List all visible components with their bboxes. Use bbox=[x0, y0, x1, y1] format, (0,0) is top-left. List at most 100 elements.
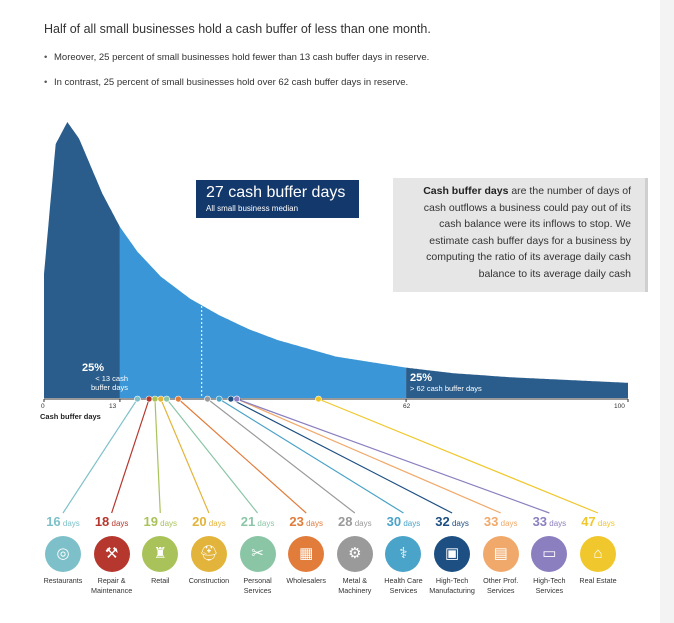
industry-days-value: 16 days bbox=[38, 514, 88, 532]
industry-days-value: 18 days bbox=[87, 514, 137, 532]
definition-text: Cash buffer days are the number of days … bbox=[393, 178, 645, 282]
industry-item: 32 days ▣ High-Tech Manufacturing bbox=[427, 514, 477, 596]
industry-days-unit: days bbox=[109, 519, 129, 528]
industry-days-value: 20 days bbox=[184, 514, 234, 532]
industry-name: Personal Services bbox=[243, 576, 272, 595]
icon-glyph: ⚒ bbox=[104, 545, 119, 562]
industry-connector-line bbox=[160, 398, 210, 514]
industry-marker-dot bbox=[233, 395, 241, 403]
low-quartile-text: < 13 cash buffer days bbox=[91, 374, 128, 392]
industry-days-unit: days bbox=[303, 519, 323, 528]
bullet-dot: • bbox=[44, 52, 48, 63]
industry-name: High-Tech Manufacturing bbox=[429, 576, 475, 595]
boxes-icon: ▦ bbox=[288, 536, 325, 572]
bullet-item: • In contrast, 25 percent of small busine… bbox=[44, 77, 408, 88]
industry-marker-dot bbox=[175, 395, 182, 403]
industry-days-number: 30 bbox=[386, 514, 402, 529]
industry-marker-dot bbox=[315, 395, 322, 403]
industry-item: 19 days ♜ Retail bbox=[135, 514, 185, 586]
industry-connector-line bbox=[218, 398, 404, 514]
industry-name: Repair & Maintenance bbox=[91, 576, 133, 595]
industry-connector-line bbox=[154, 398, 161, 514]
definition-term: Cash buffer days bbox=[423, 185, 509, 197]
toolbox-icon: ⚒ bbox=[93, 536, 130, 572]
definition-body: are the number of days of cash outflows … bbox=[423, 185, 631, 280]
industry-days-number: 23 bbox=[289, 514, 304, 529]
chip-icon: ▣ bbox=[434, 536, 471, 572]
industry-connector-line bbox=[318, 398, 599, 514]
icon-glyph: ▤ bbox=[493, 545, 508, 562]
industry-days-value: 47 days bbox=[573, 514, 623, 532]
industry-name: Wholesalers bbox=[286, 576, 326, 585]
industry-days-number: 18 bbox=[94, 514, 110, 529]
industry-item: 28 days ⚙ Metal & Machinery bbox=[330, 514, 380, 596]
low-quartile-area bbox=[44, 122, 120, 398]
x-tick-label: 0 bbox=[41, 403, 45, 410]
industry-marker-dot bbox=[163, 395, 170, 403]
industry-item: 18 days ⚒ Repair & Maintenance bbox=[87, 514, 137, 596]
industry-name: Real Estate bbox=[579, 576, 617, 585]
low-quartile-label: 25% < 13 cash buffer days bbox=[82, 362, 128, 392]
industry-days-number: 20 bbox=[192, 514, 207, 529]
middle-area bbox=[119, 226, 407, 398]
industry-days-unit: days bbox=[60, 519, 80, 528]
industry-days-unit: days bbox=[595, 519, 615, 528]
industry-item: 16 days ◎ Restaurants bbox=[38, 514, 88, 586]
median-callout: 27 cash buffer days All small business m… bbox=[196, 180, 359, 218]
industry-connector-line bbox=[230, 398, 453, 514]
industry-days-value: 32 days bbox=[427, 514, 477, 532]
industry-days-unit: days bbox=[206, 519, 226, 528]
industry-days-number: 47 bbox=[581, 514, 596, 529]
bullet-text: Moreover, 25 percent of small businesses… bbox=[54, 52, 430, 63]
industry-days-unit: days bbox=[498, 519, 518, 528]
industry-days-value: 28 days bbox=[330, 514, 380, 532]
low-quartile-percent: 25% bbox=[82, 362, 105, 374]
scissors-icon: ✂ bbox=[239, 536, 276, 572]
industry-name: Other Prof. Services bbox=[483, 576, 519, 595]
industry-marker-dot bbox=[134, 395, 141, 403]
industry-marker-dot bbox=[145, 395, 153, 403]
industry-marker-dot bbox=[204, 395, 211, 403]
industry-name: Restaurants bbox=[43, 576, 83, 585]
industry-days-value: 21 days bbox=[233, 514, 283, 532]
gear-icon: ⚙ bbox=[336, 536, 373, 572]
industry-days-value: 33 days bbox=[524, 514, 574, 532]
industry-days-number: 16 bbox=[46, 514, 61, 529]
industry-days-unit: days bbox=[157, 519, 178, 528]
high-quartile-area bbox=[406, 367, 628, 398]
industry-connector-line bbox=[177, 398, 307, 514]
high-quartile-percent: 25% bbox=[410, 372, 433, 384]
median-callout-value: 27 cash buffer days bbox=[206, 184, 346, 201]
industry-name: High-Tech Services bbox=[533, 576, 566, 595]
icon-glyph: ▭ bbox=[542, 545, 557, 562]
folders-icon: ▤ bbox=[482, 536, 519, 572]
industry-days-value: 33 days bbox=[476, 514, 526, 532]
icon-glyph: ▣ bbox=[444, 545, 460, 562]
industry-item: 20 days ⛑ Construction bbox=[184, 514, 234, 586]
industry-days-unit: days bbox=[449, 519, 469, 528]
bullet-text: In contrast, 25 percent of small busines… bbox=[54, 77, 409, 88]
industry-item: 23 days ▦ Wholesalers bbox=[281, 514, 331, 586]
icon-glyph: ⌂ bbox=[593, 545, 603, 562]
monitor-icon: ▭ bbox=[531, 536, 568, 572]
industry-item: 33 days ▤ Other Prof. Services bbox=[476, 514, 526, 596]
industry-item: 33 days ▭ High-Tech Services bbox=[524, 514, 574, 596]
icon-glyph: ▦ bbox=[299, 545, 314, 562]
icon-glyph: ♜ bbox=[153, 545, 167, 562]
industry-connector-line bbox=[236, 398, 501, 514]
industry-connector-line bbox=[207, 398, 356, 514]
industry-days-unit: days bbox=[547, 519, 567, 528]
industry-days-number: 33 bbox=[532, 514, 548, 529]
industry-days-number: 33 bbox=[483, 514, 499, 529]
industry-days-value: 19 days bbox=[135, 514, 185, 532]
median-callout-label: All small business median bbox=[206, 204, 299, 213]
industry-marker-dot bbox=[227, 395, 235, 403]
industry-connector-line bbox=[166, 398, 259, 514]
definition-box: Cash buffer days are the number of days … bbox=[393, 178, 648, 292]
page-edge bbox=[660, 0, 674, 623]
industry-connector-line bbox=[236, 398, 550, 514]
industry-item: 30 days ⚕ Health Care Services bbox=[378, 514, 428, 596]
industry-name: Construction bbox=[188, 576, 230, 585]
high-quartile-label: 25% > 62 cash buffer days bbox=[410, 372, 482, 393]
page-title: Half of all small businesses hold a cash… bbox=[44, 22, 431, 36]
